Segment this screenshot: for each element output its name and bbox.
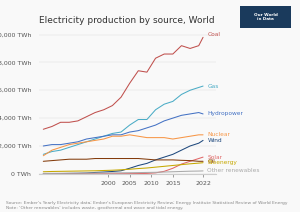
Text: Bioenergy: Bioenergy (207, 160, 237, 165)
Text: Coal: Coal (207, 32, 220, 37)
Text: Solar: Solar (207, 155, 222, 160)
Text: Source: Ember's Yearly Electricity data; Ember's European Electricity Review; En: Source: Ember's Yearly Electricity data;… (6, 201, 287, 210)
Text: Nuclear: Nuclear (207, 132, 230, 137)
Text: Electricity production by source, World: Electricity production by source, World (39, 16, 214, 25)
Text: Gas: Gas (207, 84, 219, 89)
Text: Hydropower: Hydropower (207, 112, 243, 116)
Text: Other renewables: Other renewables (207, 168, 260, 173)
Text: Our World
in Data: Our World in Data (254, 13, 278, 21)
Text: Wind: Wind (207, 138, 222, 143)
Text: Oil: Oil (207, 159, 215, 164)
